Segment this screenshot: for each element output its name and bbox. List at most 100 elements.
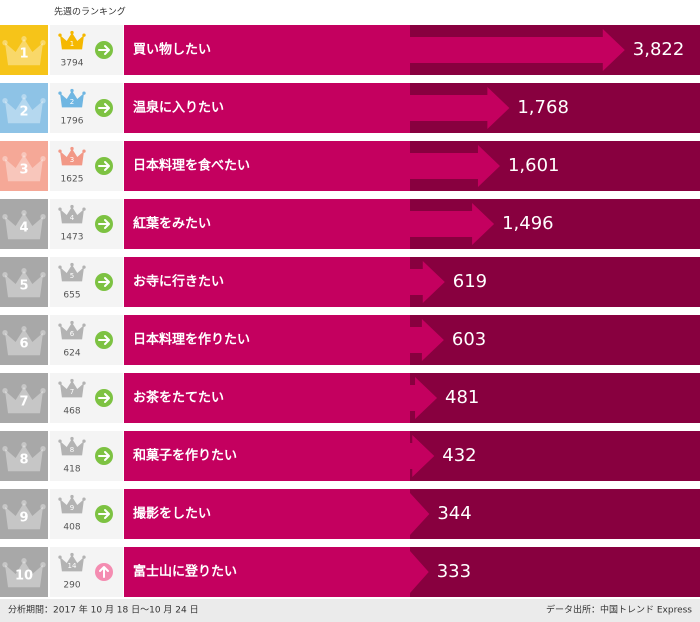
bar bbox=[410, 261, 445, 303]
prev-crown-tip bbox=[82, 497, 86, 501]
label-bg bbox=[124, 141, 410, 191]
rank-box bbox=[0, 83, 48, 133]
footer-source: データ出所：中国トレンド Express bbox=[546, 604, 692, 616]
rank-number: 9 bbox=[19, 511, 28, 526]
prev-crown-tip bbox=[82, 381, 86, 385]
prev-rank: 2 bbox=[70, 98, 74, 106]
prev-crown-tip bbox=[82, 91, 86, 95]
rank-crown-tip bbox=[40, 156, 46, 162]
label-bg bbox=[124, 199, 410, 249]
category-label: 買い物したい bbox=[133, 42, 211, 58]
rank-crown bbox=[5, 212, 43, 240]
rank-crown-tip bbox=[2, 272, 8, 278]
prev-crown-tip bbox=[70, 262, 74, 267]
value-label: 619 bbox=[453, 271, 487, 292]
label-bg bbox=[124, 25, 410, 75]
rank-crown-tip bbox=[40, 40, 46, 46]
prev-crown bbox=[60, 496, 84, 514]
prev-rank: 14 bbox=[68, 562, 77, 570]
prev-rank: 9 bbox=[70, 504, 74, 512]
prev-crown bbox=[60, 554, 84, 572]
category-label: 日本料理を食べたい bbox=[133, 158, 250, 174]
rank-crown-tip bbox=[40, 562, 46, 568]
prev-crown-tip bbox=[70, 30, 74, 35]
prev-crown-tip bbox=[58, 439, 62, 443]
label-bg bbox=[124, 431, 410, 481]
rank-box bbox=[0, 431, 48, 481]
value-label: 1,601 bbox=[508, 155, 560, 176]
rank-crown-tip bbox=[40, 504, 46, 510]
track bbox=[410, 431, 700, 481]
value-label: 3,822 bbox=[633, 39, 685, 60]
rank-number: 3 bbox=[19, 163, 28, 178]
prev-value: 408 bbox=[63, 523, 80, 533]
prev-crown bbox=[60, 206, 84, 224]
bar bbox=[410, 551, 429, 593]
rank-crown-tip bbox=[40, 388, 46, 394]
rank-crown-tip bbox=[40, 446, 46, 452]
rank-box bbox=[0, 489, 48, 539]
bar bbox=[410, 377, 438, 419]
prev-crown-tip bbox=[58, 33, 62, 37]
prev-crown-tip bbox=[70, 494, 74, 499]
bar bbox=[410, 435, 435, 477]
rank-crown-tip bbox=[2, 330, 8, 336]
category-label: 日本料理を作りたい bbox=[133, 332, 250, 348]
prev-crown-tip bbox=[70, 88, 74, 93]
category-label: 温泉に入りたい bbox=[133, 100, 224, 116]
footer-bg bbox=[0, 599, 700, 622]
rank-crown-tip bbox=[2, 40, 8, 46]
rank-box bbox=[0, 199, 48, 249]
rank-crown-tip bbox=[2, 446, 8, 452]
prev-crown-tip bbox=[82, 265, 86, 269]
prev-crown bbox=[60, 32, 84, 50]
rank-crown-tip bbox=[2, 504, 8, 510]
rank-crown bbox=[5, 38, 43, 66]
value-label: 333 bbox=[437, 561, 471, 582]
prev-rank: 8 bbox=[70, 446, 74, 454]
value-label: 603 bbox=[452, 329, 486, 350]
trend-arrow bbox=[98, 219, 110, 229]
prev-crown-tip bbox=[58, 91, 62, 95]
header: 先週のランキング bbox=[54, 6, 126, 18]
prev-crown bbox=[60, 380, 84, 398]
prev-rank: 4 bbox=[70, 214, 75, 222]
value-label: 344 bbox=[437, 503, 471, 524]
rank-crown bbox=[5, 328, 43, 356]
trend-arrow bbox=[98, 393, 110, 403]
category-label: 紅葉をみたい bbox=[133, 216, 211, 232]
rank-crown-tip bbox=[2, 562, 8, 568]
category-label: 和菓子を作りたい bbox=[133, 448, 237, 464]
track bbox=[410, 373, 700, 423]
bar bbox=[410, 29, 625, 71]
bar bbox=[410, 493, 430, 535]
prev-crown-tip bbox=[58, 497, 62, 501]
prev-crown-tip bbox=[58, 207, 62, 211]
prev-value: 655 bbox=[63, 291, 80, 301]
bar bbox=[410, 203, 495, 245]
prev-value: 1473 bbox=[61, 233, 84, 243]
trend-arrow bbox=[99, 566, 109, 578]
rank-crown bbox=[5, 154, 43, 182]
track bbox=[410, 257, 700, 307]
prev-crown-tip bbox=[58, 323, 62, 327]
rank-crown-tip bbox=[40, 330, 46, 336]
prev-crown bbox=[60, 148, 84, 166]
trend-arrow bbox=[98, 161, 110, 171]
rank-crown bbox=[5, 444, 43, 472]
rank-box bbox=[0, 315, 48, 365]
prev-rank: 6 bbox=[70, 330, 75, 338]
rank-box bbox=[0, 141, 48, 191]
prev-crown-tip bbox=[58, 265, 62, 269]
label-bg bbox=[124, 489, 410, 539]
rank-number: 6 bbox=[19, 337, 28, 352]
prev-value: 624 bbox=[63, 349, 80, 359]
rank-crown-tip bbox=[21, 36, 27, 42]
rank-number: 10 bbox=[15, 569, 33, 584]
prev-crown-tip bbox=[82, 207, 86, 211]
rank-crown bbox=[5, 96, 43, 124]
prev-value: 1625 bbox=[61, 175, 84, 185]
rank-crown-tip bbox=[2, 156, 8, 162]
rank-crown-tip bbox=[21, 558, 27, 564]
prev-crown-tip bbox=[58, 381, 62, 385]
